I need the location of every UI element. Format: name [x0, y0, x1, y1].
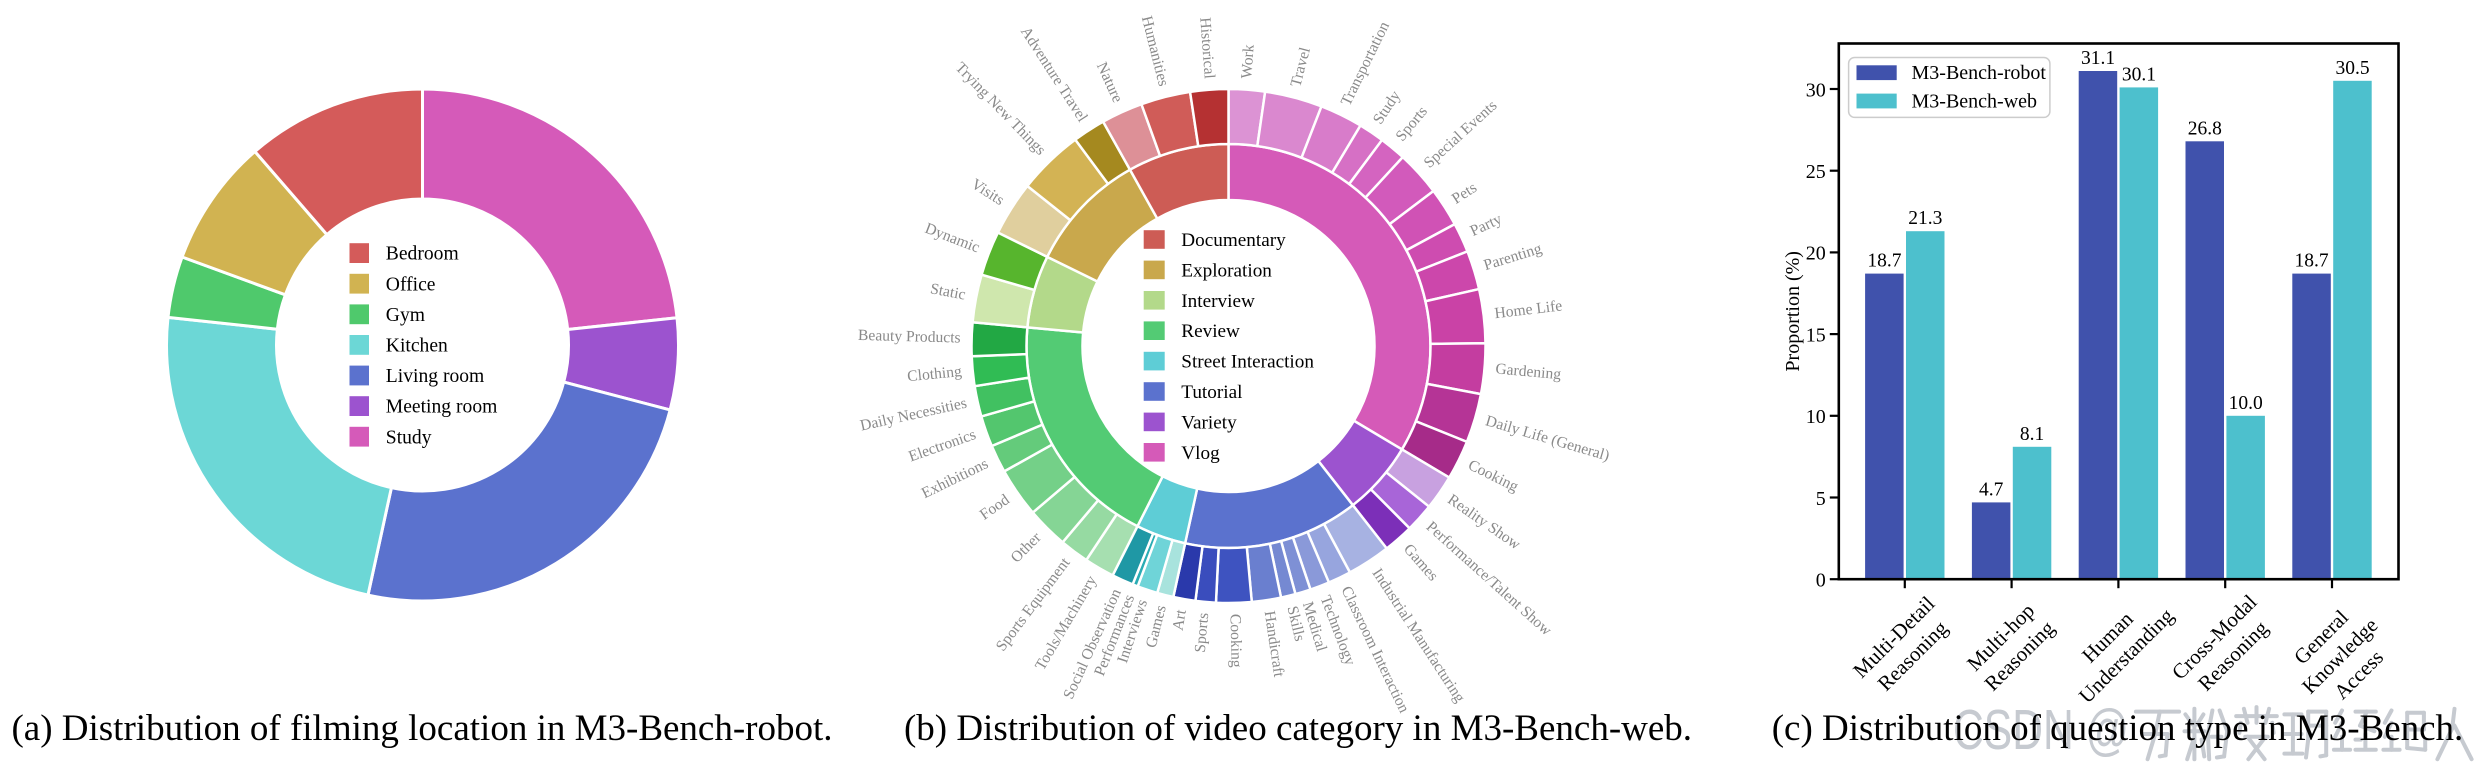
svg-text:4.7: 4.7	[1979, 479, 2004, 500]
svg-text:10.0: 10.0	[2229, 393, 2263, 414]
svg-text:5: 5	[1816, 488, 1826, 510]
svg-text:30.1: 30.1	[2122, 64, 2156, 85]
svg-text:10: 10	[1806, 406, 1826, 428]
svg-text:M3-Bench-robot: M3-Bench-robot	[1912, 62, 2047, 84]
svg-text:Kitchen: Kitchen	[386, 336, 448, 357]
svg-text:Beauty Products: Beauty Products	[858, 327, 961, 347]
svg-text:Review: Review	[1181, 321, 1240, 342]
svg-text:18.7: 18.7	[1867, 251, 1901, 272]
svg-text:Historical: Historical	[1196, 17, 1218, 80]
svg-text:Gardening: Gardening	[1495, 360, 1562, 383]
svg-text:20: 20	[1806, 243, 1826, 265]
svg-text:Living room: Living room	[386, 366, 485, 387]
svg-text:Proportion (%): Proportion (%)	[1782, 251, 1804, 372]
svg-text:Gym: Gym	[386, 305, 425, 326]
svg-text:18.7: 18.7	[2295, 251, 2329, 272]
svg-text:25: 25	[1806, 161, 1826, 183]
svg-text:Interview: Interview	[1181, 291, 1255, 312]
svg-text:(a) Distribution of filming lo: (a) Distribution of filming location in …	[11, 708, 832, 749]
svg-text:0: 0	[1816, 570, 1826, 592]
svg-text:21.3: 21.3	[1908, 208, 1942, 229]
svg-text:30.5: 30.5	[2335, 58, 2369, 79]
svg-text:26.8: 26.8	[2188, 118, 2222, 139]
svg-text:(c) Distribution of question t: (c) Distribution of question type in M3-…	[1772, 708, 2464, 749]
svg-text:Tutorial: Tutorial	[1181, 382, 1242, 403]
svg-text:Exploration: Exploration	[1181, 260, 1272, 281]
svg-text:Clothing: Clothing	[907, 363, 963, 385]
svg-text:Bedroom: Bedroom	[386, 244, 459, 265]
svg-text:31.1: 31.1	[2081, 48, 2115, 69]
svg-text:Sports: Sports	[1192, 612, 1212, 653]
svg-text:Study: Study	[386, 427, 432, 448]
svg-text:Art: Art	[1170, 608, 1190, 632]
svg-text:Office: Office	[386, 274, 436, 295]
svg-text:Documentary: Documentary	[1181, 230, 1286, 251]
svg-text:Static: Static	[929, 280, 967, 303]
svg-text:Street Interaction: Street Interaction	[1181, 352, 1314, 373]
svg-text:Variety: Variety	[1181, 412, 1237, 433]
svg-text:8.1: 8.1	[2020, 424, 2044, 445]
svg-text:M3-Bench-web: M3-Bench-web	[1912, 90, 2038, 112]
svg-text:15: 15	[1806, 324, 1826, 346]
svg-text:Cooking: Cooking	[1227, 614, 1245, 668]
svg-text:Meeting room: Meeting room	[386, 397, 498, 418]
svg-text:Vlog: Vlog	[1181, 443, 1220, 464]
svg-text:30: 30	[1806, 79, 1826, 101]
svg-text:CSDN @: CSDN @	[1953, 698, 2129, 762]
svg-text:Work: Work	[1238, 44, 1257, 80]
svg-text:(b) Distribution of video cate: (b) Distribution of video category in M3…	[904, 708, 1692, 749]
